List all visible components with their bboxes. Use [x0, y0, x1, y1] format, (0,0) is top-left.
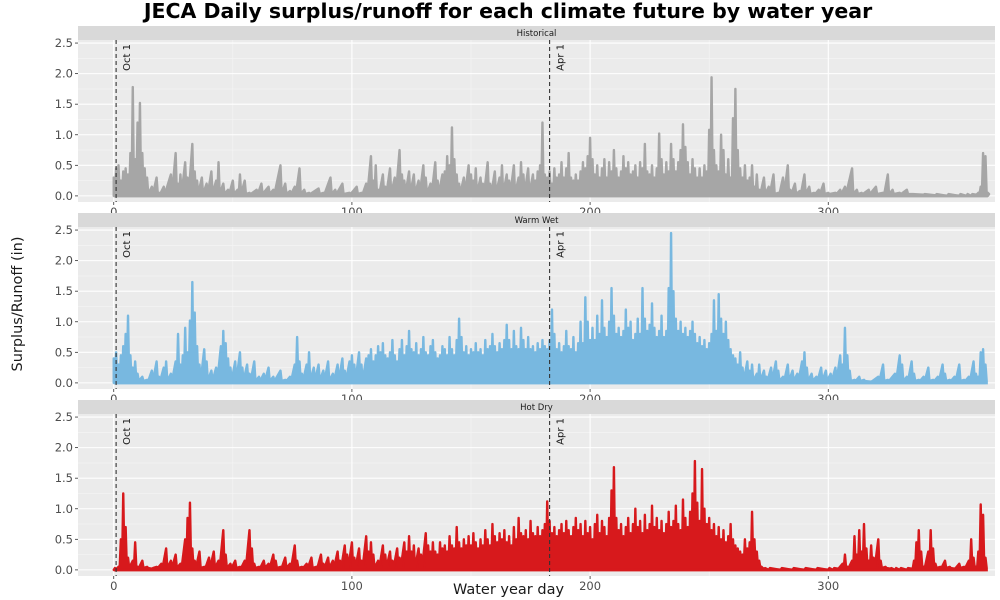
- reference-line-label: Apr 1: [556, 44, 567, 71]
- y-tick-label: 2.0: [55, 254, 73, 268]
- chart-title: JECA Daily surplus/runoff for each clima…: [143, 0, 873, 23]
- facet-label: Hot Dry: [520, 403, 553, 413]
- facet-strip: [78, 213, 995, 227]
- reference-line-label: Oct 1: [122, 418, 133, 445]
- facet-label: Warm Wet: [515, 216, 560, 226]
- facet-strip: [78, 26, 995, 40]
- x-tick-label: 0: [110, 392, 117, 406]
- y-tick-label: 2.0: [55, 441, 73, 455]
- x-axis-label: Water year day: [452, 582, 565, 598]
- y-tick-label: 0.5: [55, 345, 73, 359]
- reference-line-label: Oct 1: [122, 44, 133, 71]
- y-tick-label: 2.5: [55, 223, 73, 237]
- y-tick-label: 0.5: [55, 158, 73, 172]
- facet-label: Historical: [517, 29, 557, 39]
- reference-line-label: Apr 1: [556, 418, 567, 445]
- x-tick-label: 0: [110, 579, 117, 593]
- x-tick-label: 100: [341, 579, 363, 593]
- facet-strip: [78, 400, 995, 414]
- x-tick-label: 300: [817, 579, 839, 593]
- reference-line-label: Apr 1: [556, 231, 567, 258]
- y-tick-label: 2.5: [55, 410, 73, 424]
- runoff-series-area: [112, 231, 988, 385]
- y-tick-label: 1.0: [55, 502, 73, 516]
- y-tick-label: 0.5: [55, 532, 73, 546]
- y-tick-label: 1.5: [55, 97, 73, 111]
- y-tick-label: 2.0: [55, 67, 73, 81]
- x-tick-label: 0: [110, 205, 117, 219]
- y-tick-label: 0.0: [55, 189, 73, 203]
- y-tick-label: 1.5: [55, 471, 73, 485]
- x-tick-label: 200: [579, 579, 601, 593]
- y-tick-label: 1.5: [55, 284, 73, 298]
- y-tick-label: 1.0: [55, 128, 73, 142]
- y-tick-label: 0.0: [55, 563, 73, 577]
- y-tick-label: 1.0: [55, 315, 73, 329]
- panel-hot-dry: Hot Dry 0 100 200 300 0.0 0.5 1.0 1.5 2.0 2.5 Oct 1…: [55, 400, 995, 593]
- y-tick-label: 0.0: [55, 376, 73, 390]
- runoff-series-area: [112, 76, 991, 198]
- y-tick-label: 2.5: [55, 36, 73, 50]
- reference-line-label: Oct 1: [122, 231, 133, 258]
